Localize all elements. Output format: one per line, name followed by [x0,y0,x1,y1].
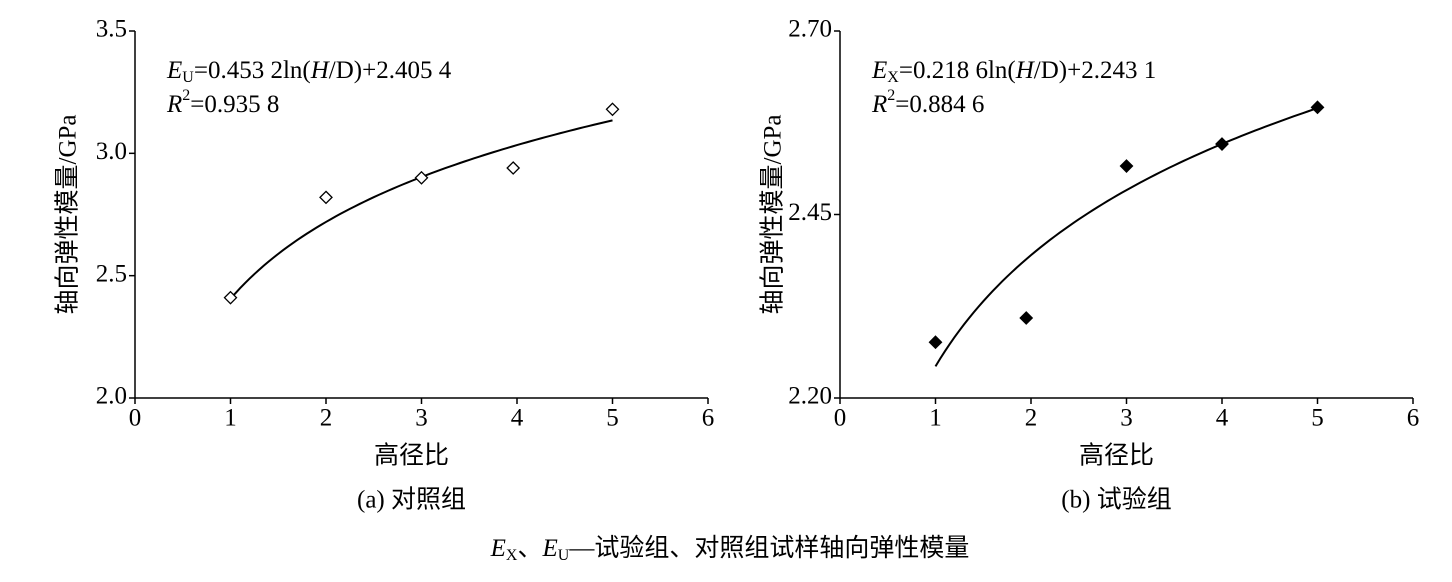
x-tick-label: 6 [1407,405,1420,432]
x-tick-label: 1 [224,405,237,432]
x-tick-label: 4 [511,405,524,432]
data-point [1215,137,1229,151]
equation-part: H [1015,57,1036,84]
r-squared-part: =0.935 8 [190,91,279,118]
equation-part: H [310,57,331,84]
x-tick-label: 5 [606,405,619,432]
equation-part: =0.218 6ln( [899,57,1016,84]
equation-part: /D)+2.405 4 [329,57,452,84]
equation-part: E [166,57,182,84]
caption-part: X [506,547,518,564]
x-tick-label: 0 [129,405,142,432]
r-squared-part: =0.884 6 [895,91,984,118]
trendline [229,119,613,300]
caption-part: E [542,535,558,562]
r-squared-part: R [871,91,887,118]
r-squared: R2=0.884 6 [871,87,984,118]
equation-part: =0.453 2ln( [194,57,311,84]
x-tick-label: 1 [929,405,942,432]
data-point [506,161,521,175]
data-point [928,335,943,350]
data-point [1119,159,1134,173]
x-tick-label: 2 [1025,405,1038,432]
data-point [1310,100,1325,115]
y-axis-label: 轴向弹性模量/GPa [54,114,82,314]
x-tick-label: 2 [320,405,333,432]
data-point [223,290,238,305]
data-point [414,170,429,185]
r-squared-part: R [166,91,182,118]
equation-part: /D)+2.243 1 [1034,57,1156,84]
data-point [605,102,620,117]
equation-part: E [871,57,887,84]
x-axis-label: 高径比 [1079,442,1154,470]
data-point [1019,311,1034,325]
y-tick-label: 2.20 [788,383,832,410]
data-point [319,190,333,205]
r-squared-part: 2 [887,87,895,104]
subtitle: (a) 对照组 [357,486,466,514]
x-tick-label: 4 [1216,405,1229,432]
equation: EX=0.218 6ln(H/D)+2.243 1 [871,57,1156,86]
x-tick-label: 3 [415,405,428,432]
y-tick-label: 2.45 [788,199,832,226]
y-tick-label: 2.70 [788,16,832,43]
caption: EX、EU—试验组、对照组试样轴向弹性模量 [490,534,970,564]
r-squared: R2=0.935 8 [166,87,279,118]
x-tick-label: 5 [1311,405,1324,432]
subtitle: (b) 试验组 [1061,486,1171,514]
caption-part: E [490,535,506,562]
x-tick-label: 3 [1120,405,1133,432]
equation-part: X [887,69,899,86]
y-tick-label: 2.0 [96,383,127,410]
caption-part: —试验组、对照组试样轴向弹性模量 [568,534,969,562]
y-axis-label: 轴向弹性模量/GPa [759,114,787,314]
y-tick-label: 2.5 [96,260,127,287]
equation: EU=0.453 2ln(H/D)+2.405 4 [166,57,452,86]
y-tick-label: 3.0 [96,138,127,165]
caption-part: U [558,547,570,564]
trendline [934,107,1318,367]
x-tick-label: 0 [834,405,847,432]
x-tick-label: 6 [702,405,715,432]
equation-part: U [182,69,194,86]
y-tick-label: 3.5 [96,16,127,43]
x-axis-label: 高径比 [374,442,449,470]
r-squared-part: 2 [182,87,190,104]
caption-part: 、 [517,535,542,562]
